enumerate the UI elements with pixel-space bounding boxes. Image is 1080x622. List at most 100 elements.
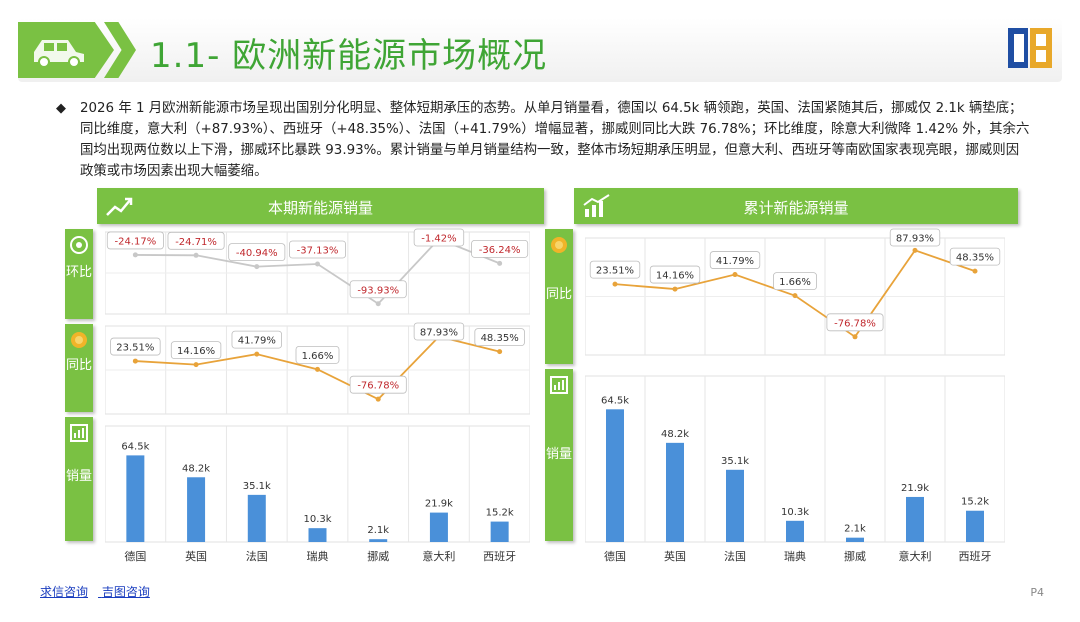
data-point <box>497 260 503 266</box>
data-label: -24.71% <box>175 237 217 248</box>
side-label-sales-right: 销量 <box>545 369 573 541</box>
right-panel-title: 累计新能源销量 <box>743 199 849 217</box>
left-panel-title: 本期新能源销量 <box>267 199 373 217</box>
category-tick-label: 法国 <box>724 549 746 563</box>
brand-logo <box>1008 28 1052 68</box>
side-text-sales-right: 销量 <box>545 447 572 462</box>
bar-chart-icon <box>70 424 88 442</box>
category-tick-label: 英国 <box>664 549 686 563</box>
bar-value-label: 2.1k <box>367 525 389 536</box>
bar-value-label: 48.2k <box>661 429 689 440</box>
left-panel-header: 本期新能源销量 <box>97 188 544 224</box>
bar <box>369 539 388 542</box>
bar-trend-icon <box>583 194 610 217</box>
data-label-box <box>709 251 761 269</box>
data-label-box <box>649 265 701 284</box>
data-label-box <box>228 243 286 262</box>
data-point <box>972 268 978 274</box>
side-label-yoy-left: 同比 <box>65 324 93 412</box>
header-bar <box>18 18 1062 82</box>
bar <box>786 520 804 542</box>
data-label: -37.13% <box>297 245 339 256</box>
bar <box>247 494 266 542</box>
data-label: -76.78% <box>357 381 399 392</box>
side-label-sales-left: 销量 <box>65 417 93 541</box>
plot-area <box>105 425 530 543</box>
gold-circle-icon <box>71 332 87 348</box>
data-label: 23.51% <box>116 343 154 354</box>
footer-link-2[interactable]: 吉图咨询 <box>101 585 150 599</box>
data-point <box>193 252 199 258</box>
data-label-box <box>170 341 222 360</box>
side-text-yoy-left: 同比 <box>65 358 92 373</box>
data-label-box <box>349 375 407 394</box>
data-label: 41.79% <box>238 336 276 347</box>
data-label: -40.94% <box>236 248 278 259</box>
bar-value-label: 10.3k <box>303 514 331 525</box>
data-label-box <box>349 280 407 299</box>
data-label-box <box>773 272 817 291</box>
right-yoy-line-chart: 23.51% 14.16% 41.79% 1.66% -76.78% 87.93% 48.3… <box>585 228 1005 356</box>
bar <box>308 528 327 542</box>
bar-value-label: 64.5k <box>601 395 629 406</box>
page-title: 1.1- 欧洲新能源市场概况 <box>150 36 548 76</box>
bar-value-label: 15.2k <box>486 508 514 519</box>
data-label-box <box>295 345 340 364</box>
data-point <box>852 334 858 340</box>
side-text-sales-left: 销量 <box>65 469 92 484</box>
category-tick-label: 法国 <box>246 549 268 563</box>
gold-circle-icon <box>551 237 567 253</box>
data-label: 87.93% <box>420 328 458 339</box>
bar <box>429 512 448 542</box>
data-label: -1.42% <box>421 234 456 245</box>
side-label-mom: 环比 <box>65 229 93 319</box>
data-label: 1.66% <box>302 351 334 362</box>
category-tick-label: 英国 <box>185 549 207 563</box>
data-point <box>254 264 260 270</box>
data-point <box>612 281 618 287</box>
car-icon <box>34 40 84 68</box>
bar-value-label: 48.2k <box>182 463 210 474</box>
data-point <box>132 358 138 364</box>
data-label-box <box>589 260 641 279</box>
data-point <box>315 261 320 267</box>
bar <box>906 496 924 542</box>
left-mom-line-chart: -24.17% -24.71% -40.94% -37.13% -93.93% -1.42… <box>105 228 530 315</box>
summary-text: 2026 年 1 月欧洲新能源市场呈现出国别分化明显、整体短期承压的态势。从单月… <box>80 101 1030 179</box>
data-label-box <box>889 228 941 247</box>
category-tick-label: 意大利 <box>422 549 455 563</box>
data-label: -93.93% <box>357 285 399 296</box>
data-label-box <box>474 328 525 347</box>
data-label-box <box>471 239 529 258</box>
data-label: 1.66% <box>779 277 811 288</box>
data-point <box>132 252 138 258</box>
data-label-box <box>413 322 465 341</box>
category-tick-label: 德国 <box>124 549 146 563</box>
data-label-box <box>949 247 1001 266</box>
data-label-box <box>167 231 225 250</box>
data-point <box>193 362 199 368</box>
category-tick-label: 瑞典 <box>784 549 806 563</box>
bar-value-label: 64.5k <box>121 441 149 452</box>
bar-value-label: 35.1k <box>243 481 271 492</box>
data-label-box <box>110 337 161 356</box>
data-label: 41.79% <box>716 256 754 267</box>
data-point <box>792 293 798 299</box>
bar-value-label: 35.1k <box>721 456 749 467</box>
data-label: 48.35% <box>481 333 519 344</box>
side-text-mom: 环比 <box>65 265 92 280</box>
bar <box>666 442 684 542</box>
footer-link-1[interactable]: 求信咨询 <box>40 585 89 599</box>
data-label-box <box>106 231 164 250</box>
side-text-yoy-right: 同比 <box>545 287 572 302</box>
data-label-box <box>288 240 346 259</box>
data-label: 14.16% <box>177 346 215 357</box>
footer-links: 求信咨询 吉图咨询 <box>40 583 160 600</box>
bar <box>846 537 864 542</box>
summary-text-block: ◆ 2026 年 1 月欧洲新能源市场呈现出国别分化明显、整体短期承压的态势。从… <box>56 98 1030 182</box>
bar-value-label: 21.9k <box>901 483 929 494</box>
bar <box>726 469 744 542</box>
bar <box>126 455 145 542</box>
data-label: -36.24% <box>479 245 521 256</box>
left-yoy-line-chart: 23.51% 14.16% 41.79% 1.66% -76.78% 87.93% 48.3… <box>105 322 530 415</box>
